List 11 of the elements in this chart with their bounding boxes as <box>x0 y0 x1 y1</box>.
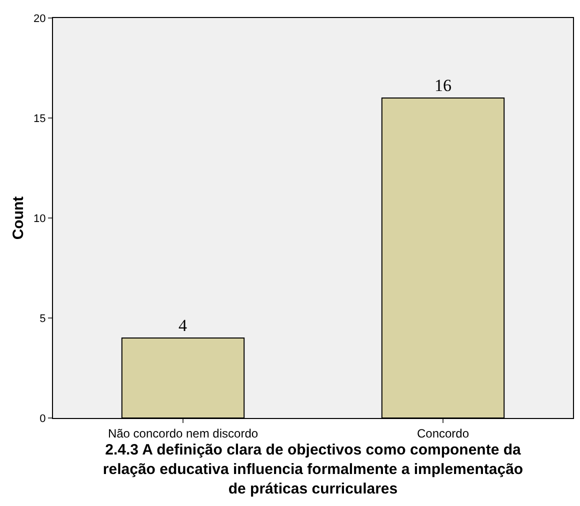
y-tick-label: 15 <box>34 112 46 125</box>
y-tick-label: 20 <box>34 12 46 25</box>
x-tick-label: Não concordo nem discordo <box>108 426 258 440</box>
y-tick-label: 5 <box>40 312 46 325</box>
y-tick-label: 10 <box>34 212 46 225</box>
data-label: 4 <box>178 316 188 335</box>
x-axis-title: 2.4.3 A definição clara de objectivos como componente da relação educativa influencia formalmente a implementação de práticas curriculares <box>102 441 524 498</box>
data-label: 16 <box>434 76 452 95</box>
x-tick-label: Concordo <box>416 426 470 440</box>
y-axis-title: Count <box>10 196 27 240</box>
y-tick-label: 0 <box>40 412 46 425</box>
